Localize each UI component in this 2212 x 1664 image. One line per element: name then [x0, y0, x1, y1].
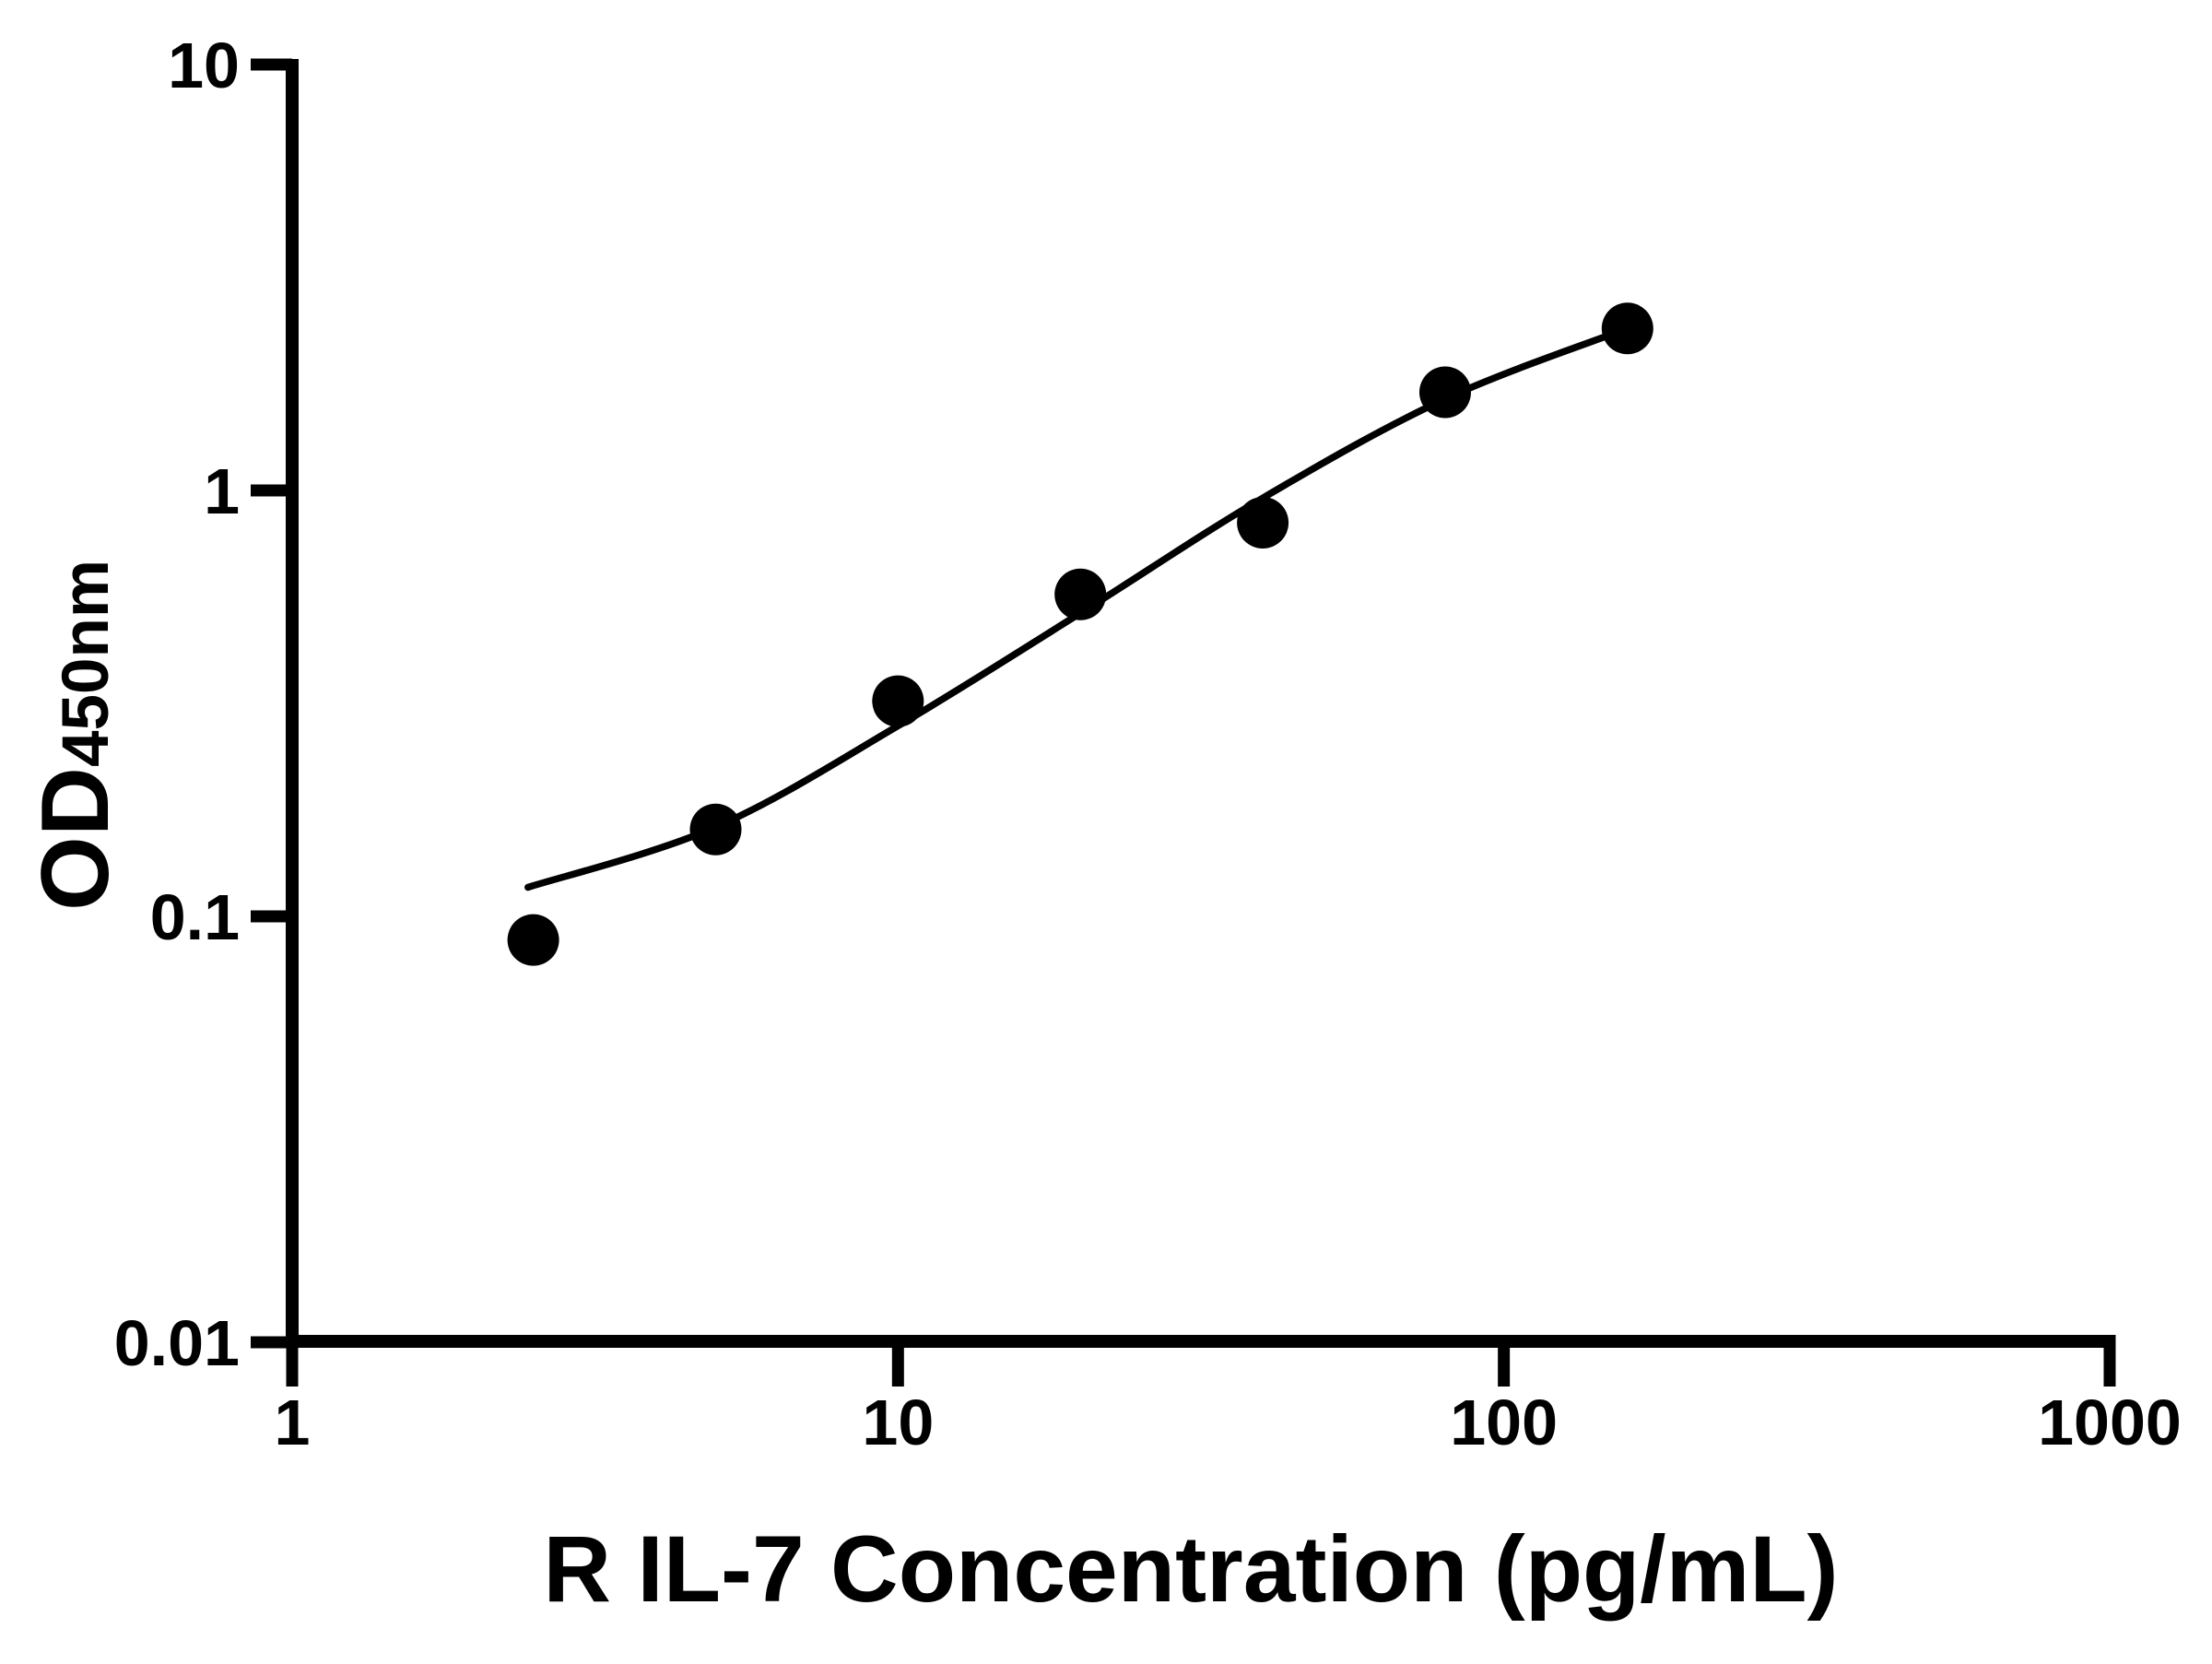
x-tick-label: 10	[862, 1387, 934, 1458]
x-tick-label: 1	[275, 1387, 311, 1458]
tick-layer	[251, 58, 2116, 1387]
y-axis-title-subscript: 450nm	[50, 560, 123, 767]
axis-layer	[286, 59, 2116, 1348]
x-tick-label: 100	[1450, 1387, 1558, 1458]
data-point-marker	[1237, 497, 1289, 549]
y-tick-label: 10	[168, 30, 240, 101]
data-point-marker	[507, 914, 559, 966]
y-axis-title: OD450nm	[22, 560, 129, 911]
data-point-marker	[1601, 302, 1653, 355]
data-point-marker	[1054, 568, 1107, 620]
x-axis-title: R IL-7 Concentration (pg/mL)	[543, 1516, 1838, 1622]
y-tick-label: 0.01	[114, 1307, 240, 1379]
data-point-marker	[689, 803, 742, 856]
y-tick-label: 1	[204, 455, 240, 527]
data-point-marker	[1419, 366, 1471, 419]
tick-label-layer: 10 1 0.1 0.01 1 10 100 1000	[114, 30, 2182, 1458]
y-axis-title-main: OD	[22, 767, 129, 911]
data-point-marker	[872, 675, 924, 727]
y-tick-label: 0.1	[150, 881, 240, 953]
data-point-layer	[507, 302, 1653, 966]
x-tick-label: 1000	[2038, 1387, 2182, 1458]
